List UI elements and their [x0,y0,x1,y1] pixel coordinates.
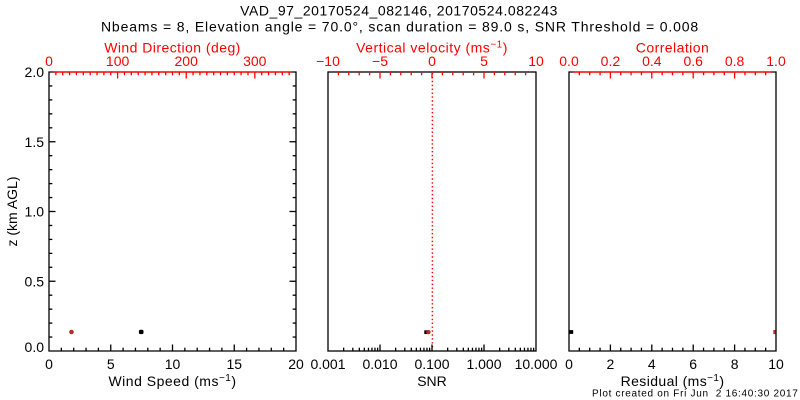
svg-text:10: 10 [528,53,544,69]
svg-text:10: 10 [165,356,181,372]
svg-text:Plot created on Fri Jun 2 16:: Plot created on Fri Jun 2 16:40:30 2017 [592,389,798,400]
svg-text:0.5: 0.5 [25,273,45,289]
svg-text:5: 5 [107,356,115,372]
svg-text:10.000: 10.000 [515,356,558,372]
svg-text:0.001: 0.001 [310,356,345,372]
svg-text:100: 100 [106,53,130,69]
svg-text:0.0: 0.0 [25,339,45,355]
svg-text:0.010: 0.010 [362,356,397,372]
svg-text:0.8: 0.8 [725,53,745,69]
svg-text:0.100: 0.100 [414,356,449,372]
svg-text:Correlation: Correlation [636,40,709,56]
svg-text:0.0: 0.0 [559,53,579,69]
svg-text:2: 2 [607,356,615,372]
svg-text:5: 5 [480,53,488,69]
svg-text:0: 0 [45,356,53,372]
svg-text:Wind Direction (deg): Wind Direction (deg) [104,40,241,56]
svg-text:1.5: 1.5 [25,134,45,150]
svg-text:1.0: 1.0 [25,204,45,220]
svg-text:0: 0 [565,356,573,372]
svg-text:20: 20 [288,356,304,372]
svg-text:4: 4 [648,356,656,372]
svg-text:−5: −5 [372,53,388,69]
svg-text:0: 0 [428,53,436,69]
svg-text:200: 200 [175,53,199,69]
svg-text:Nbeams = 8, Elevation angle =: Nbeams = 8, Elevation angle = 70.0°, sca… [101,19,699,35]
svg-text:10: 10 [768,356,784,372]
svg-text:Residual (ms−1): Residual (ms−1) [621,373,725,389]
svg-text:1.000: 1.000 [466,356,501,372]
svg-text:Vertical velocity (ms−1): Vertical velocity (ms−1) [356,40,508,56]
svg-text:0: 0 [45,53,53,69]
svg-text:VAD_97_20170524_082146, 201705: VAD_97_20170524_082146, 20170524.082243 [240,3,558,19]
svg-text:2.0: 2.0 [25,64,45,80]
svg-text:6: 6 [689,356,697,372]
svg-text:8: 8 [731,356,739,372]
svg-text:z (km AGL): z (km AGL) [4,176,20,246]
svg-text:15: 15 [226,356,242,372]
svg-text:0.4: 0.4 [642,53,662,69]
svg-text:−10: −10 [316,53,340,69]
svg-text:0.2: 0.2 [601,53,621,69]
svg-text:1.0: 1.0 [766,53,786,69]
svg-text:300: 300 [243,53,267,69]
svg-text:SNR: SNR [417,373,447,389]
svg-text:Wind Speed (ms−1): Wind Speed (ms−1) [108,373,236,389]
svg-text:0.6: 0.6 [683,53,703,69]
